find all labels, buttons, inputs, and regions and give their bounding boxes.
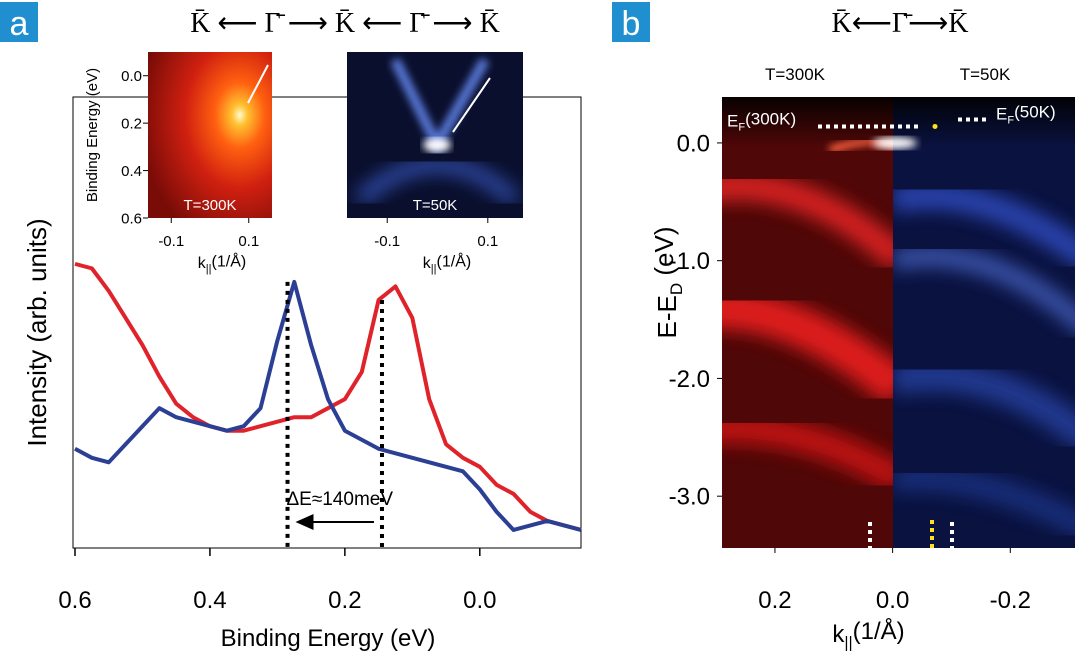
fermi-label-part: (50K) <box>1014 102 1056 121</box>
fermi-label-part: F <box>738 121 745 133</box>
data-line <box>74 261 582 532</box>
y-axis-label-part: E-E <box>652 295 682 338</box>
x-axis-label: k||(1/Å) <box>423 251 471 275</box>
x-axis-label-part: k <box>423 255 432 272</box>
x-tick-label: -0.1 <box>158 233 184 250</box>
x-tick-label: -0.1 <box>374 233 400 250</box>
x-axis-label-part: || <box>431 263 437 275</box>
x-tick-label: 0.4 <box>193 587 226 614</box>
x-tick-label: 0.6 <box>58 587 91 614</box>
y-tick-label: 0.2 <box>121 115 142 132</box>
x-axis-label-part: (1/Å) <box>212 251 247 270</box>
fermi-label-part: E <box>727 111 738 130</box>
y-axis-label: E-ED (eV) <box>649 227 686 339</box>
y-tick-label: -2.0 <box>669 366 710 393</box>
x-tick-label: 0.1 <box>477 233 498 250</box>
main-plot: 0.6 0.4 0.2 0.0 Binding Energy (eV) Intensity… <box>22 96 582 652</box>
x-axis-label: k||(1/Å) <box>832 617 904 651</box>
inset-title: T=50K <box>413 197 458 214</box>
fermi-label: EF(300K) <box>727 109 796 133</box>
x-axis-label-part: || <box>206 263 212 275</box>
x-tick-label: 0.1 <box>238 233 259 250</box>
x-axis-label: Binding Energy (eV) <box>221 625 436 652</box>
y-tick-label: 0.6 <box>121 210 142 227</box>
panel-label: a <box>10 5 29 43</box>
fermi-label-part: (300K) <box>745 109 796 128</box>
y-tick-label: -3.0 <box>669 484 710 511</box>
inset-image-red <box>148 52 272 218</box>
panel-label-box <box>612 2 650 42</box>
x-axis-label-part: || <box>844 635 852 652</box>
x-tick-label: 0.0 <box>463 587 496 614</box>
inset-title: T=300K <box>184 197 237 214</box>
x-tick-label: 0.0 <box>876 587 909 614</box>
panel-title: T=50K <box>960 65 1011 84</box>
fermi-label-part: F <box>1007 114 1014 126</box>
data-line <box>74 279 582 532</box>
y-axis-label-part: D <box>667 283 686 295</box>
panel-header: K̄⟵Γ̄⟶K̄ <box>832 8 969 39</box>
y-tick-label: 0.0 <box>677 130 710 157</box>
x-axis-label-part: k <box>198 255 207 272</box>
panel-label: b <box>622 5 641 43</box>
panel-title: T=300K <box>765 65 826 84</box>
y-tick-label: -1.0 <box>669 248 710 275</box>
y-tick-label: 0.4 <box>121 163 142 180</box>
x-tick-label: 0.2 <box>328 587 361 614</box>
panel-b-image <box>722 97 1075 548</box>
x-tick-label: -0.2 <box>990 587 1031 614</box>
fermi-label-part: E <box>996 104 1007 123</box>
x-tick-label: 0.2 <box>758 587 791 614</box>
y-axis-label: Intensity (arb. units) <box>22 218 52 446</box>
y-axis-label-part: (eV) <box>649 227 679 283</box>
inset-image-blue <box>347 52 523 218</box>
fermi-dot <box>932 123 938 129</box>
x-axis-label: k||(1/Å) <box>198 251 246 275</box>
annotation: ΔE≈140meV <box>286 489 393 510</box>
panel-header: K̄ ⟵ Γ̄ ⟶ K̄ ⟵ Γ̄ ⟶ K̄ <box>190 8 500 39</box>
fermi-label: EF(50K) <box>996 102 1056 126</box>
x-axis-label-part: k <box>832 621 845 648</box>
y-tick-label: 0.0 <box>121 68 142 85</box>
y-axis-label: Binding Energy (eV) <box>84 68 101 202</box>
x-axis-label-part: (1/Å) <box>853 617 905 645</box>
plot-frame <box>72 96 582 549</box>
panel-label-box <box>0 2 38 42</box>
x-axis-label-part: (1/Å) <box>437 251 472 270</box>
